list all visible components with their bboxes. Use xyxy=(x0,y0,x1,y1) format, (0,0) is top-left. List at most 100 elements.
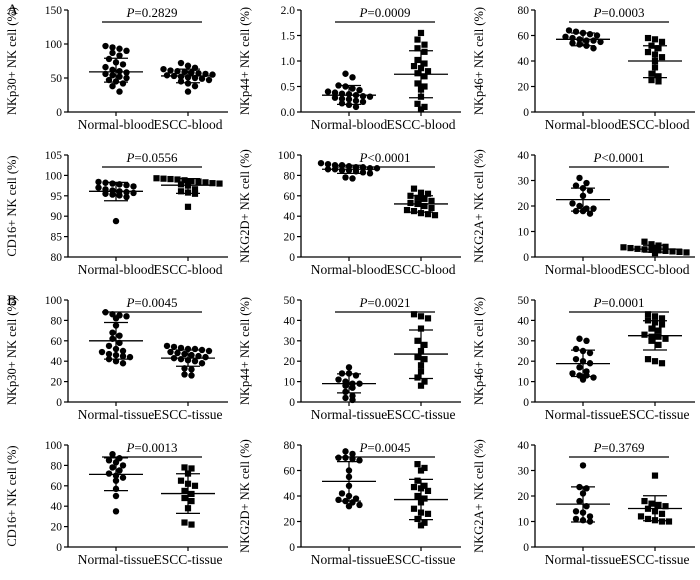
data-point-square xyxy=(662,335,669,342)
y-tick-label: 30 xyxy=(517,176,529,188)
data-point-circle xyxy=(332,94,339,101)
data-point-circle xyxy=(123,188,130,196)
data-point-square xyxy=(658,518,665,525)
y-tick-label: 0 xyxy=(523,542,529,554)
data-point-circle xyxy=(184,62,192,69)
y-axis-title: NKp30+ NK cell (%) xyxy=(5,297,19,405)
data-point-circle xyxy=(349,396,357,404)
data-point-square xyxy=(641,238,648,245)
data-point-square xyxy=(648,325,655,332)
data-point-square xyxy=(421,202,428,210)
data-point-square xyxy=(414,80,421,87)
data-point-square xyxy=(655,45,662,52)
data-point-circle xyxy=(163,72,171,79)
data-point-circle xyxy=(575,364,583,371)
y-axis-title: NKp30+ NK cell (%) xyxy=(5,7,19,115)
plot-a1-nkp30-blood: 0 50 100 150 Normal-blood ESCC-blood NKp30+ NK… xyxy=(5,5,228,132)
data-point-circle xyxy=(325,160,332,168)
data-point-circle xyxy=(586,210,593,217)
data-point-square xyxy=(414,461,421,468)
data-point-square xyxy=(421,41,428,48)
data-point-circle xyxy=(102,42,109,50)
data-point-square xyxy=(167,175,174,183)
x-category-label: ESCC-blood xyxy=(387,262,456,277)
data-point-square xyxy=(181,487,188,494)
plot-cell-b6-nkg2a-tissue: 0 10 20 30 40 Normal-tissue ESCC-tissue NKG2A+ … xyxy=(467,435,700,580)
data-point-circle xyxy=(198,360,206,367)
data-point-circle xyxy=(589,45,597,52)
data-point-circle xyxy=(116,68,123,75)
data-point-square xyxy=(191,482,199,489)
x-category-label: ESCC-tissue xyxy=(620,552,689,567)
data-point-circle xyxy=(95,184,102,191)
data-point-circle xyxy=(205,347,213,355)
data-point-circle xyxy=(167,348,174,356)
y-tick-label: 10 xyxy=(517,517,529,529)
data-point-square xyxy=(421,83,428,90)
data-point-square xyxy=(651,313,658,320)
data-point-circle xyxy=(360,169,367,176)
data-point-circle xyxy=(586,31,593,38)
data-point-square xyxy=(662,247,669,254)
data-point-square xyxy=(651,472,658,479)
y-tick-label: 30 xyxy=(517,336,529,348)
data-point-circle xyxy=(589,374,597,381)
y-tick-label: 40 xyxy=(517,440,529,452)
x-category-label: ESCC-tissue xyxy=(387,552,456,567)
data-point-square xyxy=(181,494,188,502)
data-point-square xyxy=(411,505,418,512)
data-point-square xyxy=(620,244,627,251)
data-point-circle xyxy=(198,75,206,82)
y-tick-label: 0 xyxy=(56,107,62,119)
data-point-square xyxy=(648,246,655,253)
data-point-circle xyxy=(593,32,600,39)
y-tick-label: 1.5 xyxy=(281,31,296,43)
data-point-circle xyxy=(116,45,123,52)
data-point-circle xyxy=(195,70,202,77)
x-category-label: ESCC-blood xyxy=(153,117,222,132)
data-point-circle xyxy=(181,371,188,378)
data-point-square xyxy=(676,248,683,255)
data-point-circle xyxy=(572,355,579,363)
data-point-square xyxy=(418,325,425,332)
y-axis-title: NKp44+ NK cell (%) xyxy=(238,297,252,405)
data-point-square xyxy=(644,311,651,318)
data-point-circle xyxy=(102,63,109,71)
data-point-circle xyxy=(318,159,325,167)
data-point-circle xyxy=(119,80,127,87)
data-point-square xyxy=(414,100,421,107)
plot-cell-b5-nkg2d-tissue: 0 20 40 60 80 Normal-tissue ESCC-tissue NKG2D+ … xyxy=(233,435,466,580)
plot-cell-a4-cd16-blood: 80 85 90 95 100 105 Normal-blood ESCC-blood CD16… xyxy=(0,145,233,290)
x-category-label: ESCC-tissue xyxy=(387,407,456,422)
data-point-circle xyxy=(586,349,593,357)
data-point-circle xyxy=(177,73,185,80)
data-point-circle xyxy=(335,454,343,461)
x-category-label: Normal-blood xyxy=(78,262,155,277)
data-point-circle xyxy=(163,342,171,350)
plot-a6-nkg2a-blood: 0 10 20 30 40 Normal-blood ESCC-blood NKG2A+ NK… xyxy=(472,149,695,277)
data-point-circle xyxy=(568,200,576,207)
x-category-label: Normal-tissue xyxy=(78,552,155,567)
data-point-circle xyxy=(342,448,350,455)
data-point-square xyxy=(153,175,160,182)
x-category-label: Normal-blood xyxy=(544,117,621,132)
p-value-label: P=0.0021 xyxy=(359,295,411,310)
data-point-circle xyxy=(105,470,113,477)
y-tick-label: 0 xyxy=(523,397,529,409)
y-tick-label: 10 xyxy=(284,377,296,389)
y-tick-label: 80 xyxy=(284,170,296,182)
data-point-circle xyxy=(349,384,357,391)
data-point-circle xyxy=(349,74,357,81)
y-tick-label: 30 xyxy=(517,466,529,478)
y-tick-label: 20 xyxy=(284,232,296,244)
data-point-circle xyxy=(105,55,113,63)
plot-cell-b4-cd16-tissue: 0 20 40 60 80 100 Normal-tissue ESCC-tissue CD16… xyxy=(0,435,233,580)
y-tick-label: 80 xyxy=(284,440,296,452)
data-point-circle xyxy=(191,82,199,90)
data-point-circle xyxy=(177,78,185,85)
plot-cell-a5-nkg2d-blood: 0 20 40 60 80 100 Normal-blood ESCC-blood NKG2D+… xyxy=(233,145,466,290)
data-point-circle xyxy=(339,100,346,107)
data-point-square xyxy=(421,378,428,385)
data-point-square xyxy=(195,178,202,185)
data-point-square xyxy=(184,203,192,210)
